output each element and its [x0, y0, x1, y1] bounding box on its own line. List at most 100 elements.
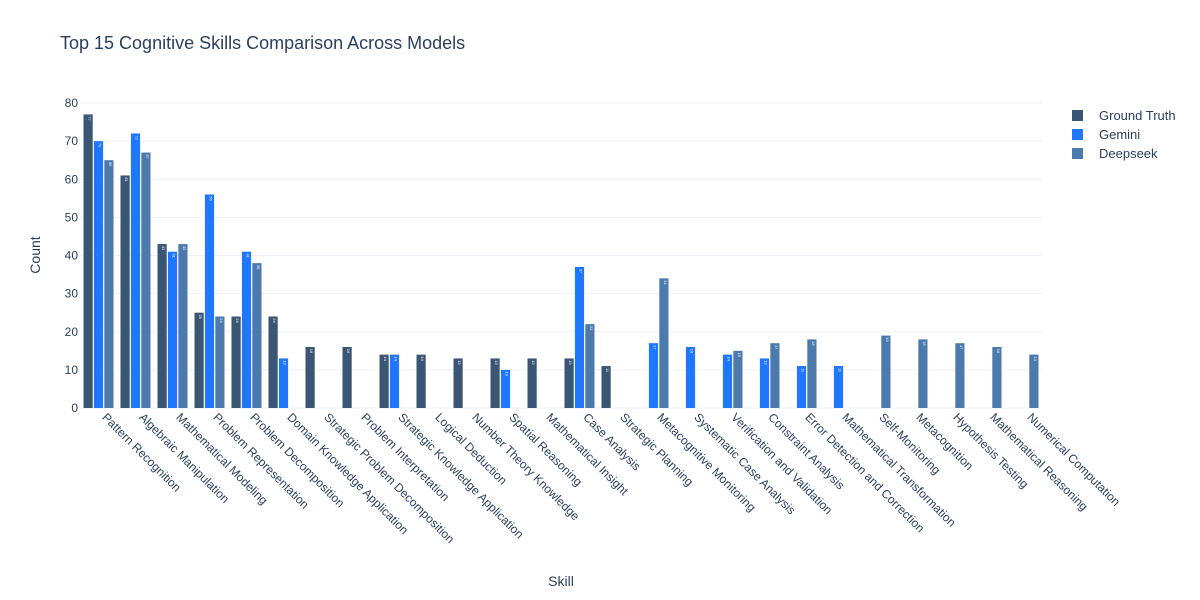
bar-value-label: 43	[182, 246, 187, 251]
legend-item[interactable]: Deepseek	[1072, 144, 1176, 163]
bar	[278, 358, 289, 408]
bar-value-label: 14	[420, 356, 425, 361]
bar-value-label: 13	[283, 360, 288, 365]
bar-value-label: 56	[209, 196, 214, 201]
bar-value-label: 19	[885, 337, 890, 342]
bar	[685, 347, 696, 408]
legend-label: Deepseek	[1099, 146, 1158, 161]
bar	[490, 358, 500, 408]
bar	[564, 358, 574, 408]
legend: Ground Truth Gemini Deepseek	[1072, 106, 1176, 163]
legend-label: Gemini	[1099, 127, 1141, 142]
bar	[141, 152, 151, 408]
bar	[93, 141, 104, 408]
bar-value-label: 13	[568, 360, 573, 365]
y-tick-label: 20	[65, 325, 79, 339]
gridlines	[80, 102, 1042, 409]
bar	[167, 251, 178, 408]
bar-value-label: 18	[811, 341, 816, 346]
y-tick-label: 10	[65, 363, 79, 377]
bar-value-label: 11	[801, 368, 806, 373]
bar	[342, 347, 352, 408]
bar-value-label: 65	[108, 162, 113, 167]
bar-value-label: 72	[135, 135, 140, 140]
y-tick-label: 40	[65, 249, 79, 263]
bar-value-label: 14	[383, 356, 388, 361]
y-tick-label: 80	[65, 96, 79, 110]
legend-item[interactable]: Gemini	[1072, 125, 1176, 144]
bar	[759, 358, 770, 408]
y-tick-label: 50	[65, 210, 79, 224]
bar-value-label: 11	[605, 368, 610, 373]
x-axis-label: Skill	[548, 573, 574, 589]
chart-title: Top 15 Cognitive Skills Comparison Acros…	[60, 33, 466, 53]
bar	[833, 366, 844, 408]
bar-value-label: 24	[235, 318, 240, 323]
bar	[918, 339, 928, 408]
bar	[574, 266, 585, 408]
bar	[416, 354, 426, 408]
bar-value-label: 43	[161, 246, 166, 251]
bar-value-label: 14	[394, 356, 399, 361]
bar-value-label: 10	[505, 372, 510, 377]
bar-value-label: 14	[1033, 356, 1038, 361]
bar-value-label: 38	[256, 265, 261, 270]
bars: 77 61 43 25 24 24 16 16 14 14 13 13 13 13 11 70 72 41 56 41…	[83, 114, 1039, 408]
bar	[231, 316, 241, 408]
bar	[881, 335, 891, 408]
bar-value-label: 67	[145, 154, 150, 159]
bar	[389, 354, 400, 408]
bar-value-label: 70	[98, 143, 103, 148]
bar	[178, 244, 188, 408]
bar	[241, 251, 252, 408]
bar-value-label: 13	[764, 360, 769, 365]
bar	[601, 366, 611, 408]
y-tick-label: 70	[65, 134, 79, 148]
y-tick-label: 0	[71, 401, 78, 415]
bar	[770, 343, 780, 408]
bar-value-label: 13	[457, 360, 462, 365]
bar	[659, 278, 669, 408]
bar	[733, 350, 743, 408]
bar	[527, 358, 537, 408]
y-tick-label: 60	[65, 172, 79, 186]
bar	[104, 160, 114, 408]
bar-value-label: 41	[172, 253, 177, 258]
bar	[130, 133, 141, 408]
bar-value-label: 16	[309, 349, 314, 354]
legend-swatch	[1072, 129, 1083, 140]
bar	[252, 263, 262, 408]
bar-value-label: 17	[653, 345, 658, 350]
bar-value-label: 18	[922, 341, 927, 346]
bar	[955, 343, 965, 408]
bar	[722, 354, 733, 408]
bar	[157, 244, 167, 408]
bar	[500, 369, 511, 408]
legend-item[interactable]: Ground Truth	[1072, 106, 1176, 125]
bar	[992, 347, 1002, 408]
bar-value-label: 13	[494, 360, 499, 365]
bar-value-label: 22	[589, 326, 594, 331]
bar	[268, 316, 278, 408]
bar	[83, 114, 93, 408]
bar	[194, 312, 204, 408]
bar-value-label: 77	[87, 116, 92, 121]
bar-value-label: 16	[346, 349, 351, 354]
bar-value-label: 24	[272, 318, 277, 323]
bar-value-label: 61	[124, 177, 129, 182]
y-tick-label: 30	[65, 287, 79, 301]
bar-value-label: 16	[996, 349, 1001, 354]
y-axis-ticks: 0 10 20 30 40 50 60 70 80	[65, 96, 79, 415]
bar	[305, 347, 315, 408]
bar-value-label: 34	[663, 280, 668, 285]
bar-value-label: 14	[727, 356, 732, 361]
bar-value-label: 11	[838, 368, 843, 373]
bar	[204, 194, 215, 408]
bar	[215, 316, 225, 408]
bar	[796, 366, 807, 408]
bar	[453, 358, 463, 408]
bar	[120, 175, 130, 408]
bar-value-label: 24	[219, 318, 224, 323]
